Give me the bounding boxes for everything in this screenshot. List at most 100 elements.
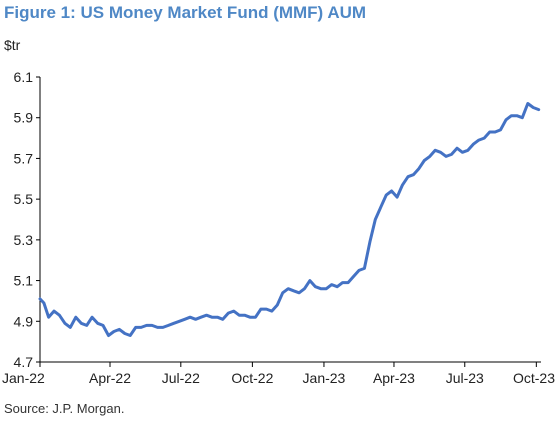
data-point: [249, 316, 251, 318]
data-point: [97, 322, 99, 324]
data-point: [325, 288, 327, 290]
data-point: [391, 190, 393, 192]
data-point: [516, 115, 518, 117]
data-point: [456, 147, 458, 149]
axes: [39, 77, 541, 363]
data-point: [189, 316, 191, 318]
data-point: [39, 298, 41, 300]
data-point: [211, 316, 213, 318]
data-point: [206, 314, 208, 316]
y-tick-label: 5.3: [14, 232, 34, 248]
data-point: [429, 155, 431, 157]
data-point: [64, 322, 66, 324]
y-axis-unit-label: $tr: [4, 37, 21, 53]
data-point: [151, 324, 153, 326]
data-point: [43, 302, 45, 304]
data-point: [102, 324, 104, 326]
data-point: [293, 290, 295, 292]
source-note: Source: J.P. Morgan.: [4, 401, 125, 416]
data-point: [396, 196, 398, 198]
y-tick-label: 5.1: [14, 273, 34, 289]
data-point: [216, 316, 218, 318]
data-point: [342, 282, 344, 284]
data-point: [298, 292, 300, 294]
data-point: [135, 326, 137, 328]
x-tick-label: Apr-23: [373, 370, 415, 386]
data-point: [472, 143, 474, 145]
data-point: [358, 269, 360, 271]
data-point: [483, 137, 485, 139]
data-point: [195, 318, 197, 320]
y-tick-label: 5.7: [14, 150, 34, 166]
data-point: [402, 184, 404, 186]
data-point: [527, 103, 529, 105]
y-tick-label: 5.9: [14, 110, 34, 126]
data-point: [227, 312, 229, 314]
data-point: [238, 314, 240, 316]
data-point: [461, 151, 463, 153]
data-point: [494, 131, 496, 133]
data-point: [80, 322, 82, 324]
data-point: [304, 288, 306, 290]
data-point: [276, 304, 278, 306]
data-point: [331, 284, 333, 286]
data-point: [287, 288, 289, 290]
data-point: [440, 151, 442, 153]
y-tick-label: 4.7: [14, 354, 34, 370]
x-tick-label: Apr-22: [89, 370, 131, 386]
data-point: [478, 139, 480, 141]
data-point: [200, 316, 202, 318]
data-point: [467, 149, 469, 151]
data-point: [380, 206, 382, 208]
data-point: [521, 117, 523, 119]
y-tick-label: 6.1: [14, 69, 34, 85]
data-point: [113, 331, 115, 333]
data-point: [173, 322, 175, 324]
data-point: [140, 326, 142, 328]
data-point: [167, 324, 169, 326]
y-tick-label: 4.9: [14, 313, 34, 329]
data-point: [222, 318, 224, 320]
data-point: [255, 316, 257, 318]
data-point: [75, 316, 77, 318]
data-point: [489, 131, 491, 133]
x-tick-label: Jan-23: [303, 370, 346, 386]
data-point: [244, 314, 246, 316]
data-point: [336, 286, 338, 288]
data-point: [418, 168, 420, 170]
data-point: [309, 280, 311, 282]
data-point: [178, 320, 180, 322]
data-point: [146, 324, 148, 326]
data-point: [505, 119, 507, 121]
data-point: [538, 109, 540, 111]
x-axis-ticks: Jan-22 Apr-22 Jul-22 Oct-22 Jan-23 Apr-23 Jul-…: [2, 362, 555, 386]
data-point: [353, 276, 355, 278]
data-point: [510, 115, 512, 117]
x-tick-label: Jul-22: [162, 370, 200, 386]
data-point: [374, 219, 376, 221]
data-point: [157, 326, 159, 328]
data-point: [69, 326, 71, 328]
data-point: [320, 288, 322, 290]
data-point: [162, 326, 164, 328]
data-point: [434, 149, 436, 151]
data-point: [58, 314, 60, 316]
data-point: [233, 310, 235, 312]
data-point: [282, 292, 284, 294]
data-point: [124, 333, 126, 335]
data-point: [407, 176, 409, 178]
data-point: [347, 282, 349, 284]
data-point: [260, 308, 262, 310]
data-point: [53, 310, 55, 312]
data-point: [500, 129, 502, 131]
data-point: [363, 267, 365, 269]
x-tick-label: Oct-23: [513, 370, 555, 386]
data-point: [445, 155, 447, 157]
data-point: [451, 153, 453, 155]
data-point: [48, 316, 50, 318]
data-point: [184, 318, 186, 320]
data-point: [91, 316, 93, 318]
data-point: [385, 194, 387, 196]
data-point: [369, 241, 371, 243]
chart-title: Figure 1: US Money Market Fund (MMF) AUM: [4, 3, 367, 22]
